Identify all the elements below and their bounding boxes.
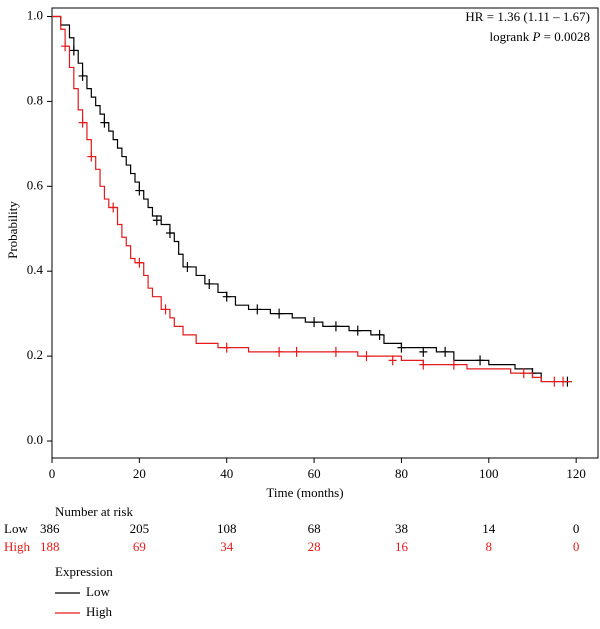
risk-count: 0	[573, 521, 580, 536]
risk-count: 68	[308, 521, 321, 536]
plot-frame	[51, 7, 599, 459]
y-axis-label: Probability	[5, 201, 20, 259]
risk-count: 0	[573, 539, 580, 554]
censor-mark	[222, 342, 231, 353]
censor-mark	[253, 304, 262, 315]
y-tick-label: 0.2	[27, 347, 43, 362]
censor-mark	[275, 308, 284, 319]
censor-mark	[519, 368, 528, 379]
y-tick-label: 1.0	[27, 7, 43, 22]
risk-count: 16	[395, 539, 409, 554]
censor-mark	[353, 325, 362, 336]
censor-mark	[441, 346, 450, 357]
legend-title: Expression	[55, 564, 113, 579]
x-tick-label: 80	[395, 466, 408, 481]
x-tick-label: 0	[49, 466, 56, 481]
censor-mark	[87, 151, 96, 162]
logrank-annotation: logrank P = 0.0028	[489, 29, 590, 44]
risk-count: 8	[486, 539, 493, 554]
censor-mark	[275, 346, 284, 357]
censor-mark	[78, 117, 87, 128]
x-tick-label: 120	[566, 466, 586, 481]
risk-count: 38	[395, 521, 408, 536]
y-tick-label: 0.6	[27, 177, 44, 192]
censor-mark	[152, 215, 161, 226]
censor-mark	[61, 41, 70, 52]
x-tick-label: 40	[220, 466, 233, 481]
censor-mark	[78, 70, 87, 81]
risk-count: 34	[220, 539, 234, 554]
censor-mark	[476, 355, 485, 366]
censor-mark	[310, 317, 319, 328]
censor-mark	[375, 329, 384, 340]
censor-mark	[419, 346, 428, 357]
censor-mark	[135, 185, 144, 196]
risk-count: 386	[40, 521, 60, 536]
logrank-value: = 0.0028	[544, 29, 590, 44]
censor-mark	[100, 117, 109, 128]
censor-mark	[559, 376, 568, 387]
risk-row-label: Low	[4, 521, 28, 536]
risk-row-label: High	[4, 539, 31, 554]
y-tick-label: 0.0	[27, 432, 43, 447]
censor-mark	[331, 321, 340, 332]
logrank-prefix: logrank	[489, 29, 529, 44]
censor-mark	[109, 202, 118, 213]
x-tick-label: 20	[133, 466, 146, 481]
censor-mark	[183, 261, 192, 272]
censor-mark	[449, 359, 458, 370]
survival-curve	[52, 15, 572, 383]
censor-mark	[165, 228, 174, 238]
risk-count: 205	[130, 521, 150, 536]
censor-mark	[205, 278, 214, 289]
censor-mark	[388, 355, 397, 366]
censor-mark	[550, 376, 559, 387]
legend-label: High	[86, 604, 113, 619]
risk-count: 188	[40, 539, 60, 554]
risk-count: 14	[482, 521, 496, 536]
x-tick-label: 100	[479, 466, 499, 481]
censor-mark	[419, 359, 428, 370]
y-tick-label: 0.4	[27, 262, 44, 277]
censor-mark	[222, 291, 231, 302]
x-axis-label: Time (months)	[266, 485, 343, 500]
risk-count: 69	[133, 539, 146, 554]
x-tick-label: 60	[308, 466, 321, 481]
risk-table-title: Number at risk	[55, 504, 133, 519]
y-tick-label: 0.8	[27, 92, 43, 107]
legend-label: Low	[86, 584, 110, 599]
censor-mark	[397, 342, 406, 353]
censor-mark	[362, 351, 371, 362]
hr-annotation: HR = 1.36 (1.11 – 1.67)	[465, 9, 590, 24]
risk-count: 108	[217, 521, 237, 536]
censor-mark	[69, 45, 78, 56]
risk-count: 28	[308, 539, 321, 554]
censor-mark	[331, 346, 340, 357]
censor-mark	[161, 304, 170, 315]
censor-mark	[135, 257, 144, 268]
logrank-p: P	[531, 29, 540, 44]
survival-curve	[52, 15, 572, 383]
censor-mark	[292, 346, 301, 357]
